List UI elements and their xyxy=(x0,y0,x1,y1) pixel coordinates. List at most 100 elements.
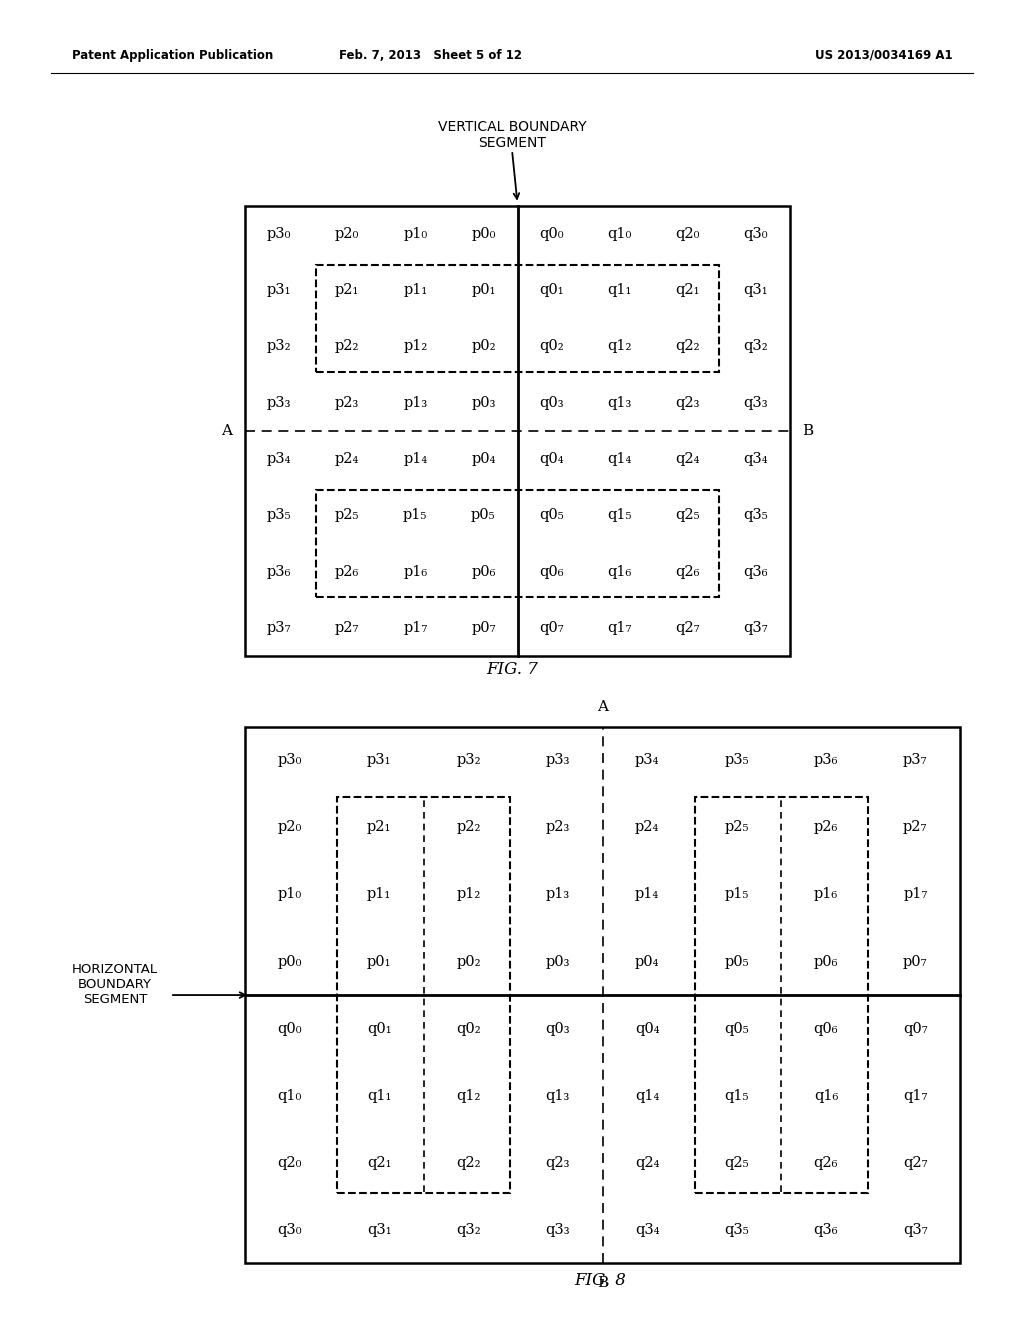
Text: q2₃: q2₃ xyxy=(546,1156,570,1170)
Text: p1₄: p1₄ xyxy=(635,887,659,902)
Text: p0₇: p0₇ xyxy=(903,954,928,969)
Text: q0₃: q0₃ xyxy=(540,396,564,409)
Text: p1₀: p1₀ xyxy=(403,227,427,240)
Text: p3₇: p3₇ xyxy=(267,620,291,635)
Text: q0₀: q0₀ xyxy=(540,227,564,240)
Text: A: A xyxy=(597,700,608,714)
Text: p2₁: p2₁ xyxy=(335,282,359,297)
Text: q1₁: q1₁ xyxy=(367,1089,391,1102)
Text: q1₄: q1₄ xyxy=(607,451,632,466)
Text: B: B xyxy=(597,1276,608,1291)
Text: q0₂: q0₂ xyxy=(456,1022,480,1036)
Text: q3₂: q3₂ xyxy=(743,339,768,354)
Text: q3₂: q3₂ xyxy=(456,1222,480,1237)
Text: p3₁: p3₁ xyxy=(367,754,391,767)
Text: p2₄: p2₄ xyxy=(335,451,359,466)
Text: q0₀: q0₀ xyxy=(278,1022,302,1036)
Text: q1₆: q1₆ xyxy=(607,565,632,578)
Text: p2₃: p2₃ xyxy=(546,821,570,834)
Bar xyxy=(337,797,510,1193)
Text: q3₅: q3₅ xyxy=(743,508,768,523)
Text: p1₂: p1₂ xyxy=(403,339,427,354)
Text: p2₅: p2₅ xyxy=(335,508,359,523)
Text: q0₇: q0₇ xyxy=(903,1022,928,1036)
Text: p3₅: p3₅ xyxy=(266,508,292,523)
Text: q1₇: q1₇ xyxy=(903,1089,928,1102)
Text: p1₂: p1₂ xyxy=(457,887,480,902)
Text: HORIZONTAL
BOUNDARY
SEGMENT: HORIZONTAL BOUNDARY SEGMENT xyxy=(72,964,158,1006)
Text: q3₆: q3₆ xyxy=(814,1222,839,1237)
Text: q1₇: q1₇ xyxy=(607,620,632,635)
Text: p3₄: p3₄ xyxy=(635,754,659,767)
Text: p1₇: p1₇ xyxy=(903,887,928,902)
Text: VERTICAL BOUNDARY
SEGMENT: VERTICAL BOUNDARY SEGMENT xyxy=(437,120,587,150)
Text: q3₀: q3₀ xyxy=(278,1222,302,1237)
Text: p2₆: p2₆ xyxy=(335,565,359,578)
Text: p0₀: p0₀ xyxy=(471,227,496,240)
Text: q0₁: q0₁ xyxy=(367,1022,391,1036)
Text: p0₄: p0₄ xyxy=(471,451,496,466)
Text: q0₄: q0₄ xyxy=(540,451,564,466)
Text: q2₁: q2₁ xyxy=(676,282,700,297)
Text: q2₃: q2₃ xyxy=(676,396,700,409)
Text: FIG. 7: FIG. 7 xyxy=(486,661,538,678)
Text: q1₂: q1₂ xyxy=(457,1089,480,1102)
Text: q0₅: q0₅ xyxy=(540,508,564,523)
Text: q0₆: q0₆ xyxy=(540,565,564,578)
Text: p3₂: p3₂ xyxy=(456,754,480,767)
Text: p1₅: p1₅ xyxy=(724,887,749,902)
Text: q2₁: q2₁ xyxy=(367,1156,391,1170)
Bar xyxy=(316,490,719,597)
Bar xyxy=(316,265,719,371)
Text: p1₃: p1₃ xyxy=(403,396,427,409)
Text: q0₄: q0₄ xyxy=(635,1022,659,1036)
Text: q0₅: q0₅ xyxy=(724,1022,749,1036)
Text: q2₂: q2₂ xyxy=(456,1156,480,1170)
Text: q2₂: q2₂ xyxy=(676,339,700,354)
Text: q2₄: q2₄ xyxy=(676,451,700,466)
Text: q1₅: q1₅ xyxy=(607,508,632,523)
Text: p1₀: p1₀ xyxy=(278,887,302,902)
Text: q2₄: q2₄ xyxy=(635,1156,659,1170)
Text: q1₃: q1₃ xyxy=(607,396,632,409)
Text: p0₅: p0₅ xyxy=(471,508,496,523)
Text: q0₃: q0₃ xyxy=(546,1022,570,1036)
Text: q2₀: q2₀ xyxy=(676,227,700,240)
Text: p3₂: p3₂ xyxy=(267,339,291,354)
Text: p3₄: p3₄ xyxy=(267,451,291,466)
Text: p3₆: p3₆ xyxy=(267,565,291,578)
Text: p0₃: p0₃ xyxy=(546,954,570,969)
Text: p3₅: p3₅ xyxy=(724,754,749,767)
Text: q2₀: q2₀ xyxy=(278,1156,302,1170)
Text: p2₀: p2₀ xyxy=(335,227,359,240)
Text: p1₅: p1₅ xyxy=(403,508,427,523)
Text: Feb. 7, 2013   Sheet 5 of 12: Feb. 7, 2013 Sheet 5 of 12 xyxy=(339,49,521,62)
Text: FIG. 8: FIG. 8 xyxy=(574,1271,626,1288)
Text: p3₁: p3₁ xyxy=(267,282,291,297)
Text: p1₆: p1₆ xyxy=(814,887,838,902)
Text: q1₀: q1₀ xyxy=(278,1089,302,1102)
Text: p1₃: p1₃ xyxy=(546,887,570,902)
Text: p2₆: p2₆ xyxy=(814,821,838,834)
Text: US 2013/0034169 A1: US 2013/0034169 A1 xyxy=(815,49,952,62)
Text: q3₁: q3₁ xyxy=(367,1222,391,1237)
Text: q0₁: q0₁ xyxy=(540,282,564,297)
Text: Patent Application Publication: Patent Application Publication xyxy=(72,49,273,62)
Text: q1₅: q1₅ xyxy=(724,1089,749,1102)
Text: p0₇: p0₇ xyxy=(471,620,496,635)
Text: q1₂: q1₂ xyxy=(607,339,632,354)
Text: q1₄: q1₄ xyxy=(635,1089,659,1102)
Text: p1₇: p1₇ xyxy=(403,620,427,635)
Text: q1₆: q1₆ xyxy=(814,1089,838,1102)
Text: q2₆: q2₆ xyxy=(676,565,700,578)
Bar xyxy=(245,206,790,656)
Text: p0₂: p0₂ xyxy=(471,339,496,354)
Text: q3₀: q3₀ xyxy=(743,227,768,240)
Text: q3₅: q3₅ xyxy=(724,1222,749,1237)
Text: p3₃: p3₃ xyxy=(267,396,291,409)
Bar xyxy=(695,797,867,1193)
Text: q3₃: q3₃ xyxy=(546,1222,570,1237)
Text: q0₂: q0₂ xyxy=(540,339,564,354)
Text: p2₂: p2₂ xyxy=(457,821,480,834)
Text: p0₂: p0₂ xyxy=(456,954,480,969)
